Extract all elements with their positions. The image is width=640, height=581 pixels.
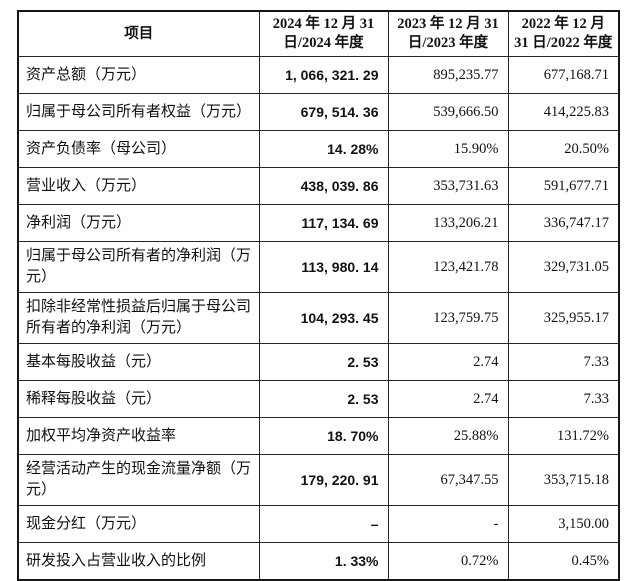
value-2024: 113, 980. 14 [258, 241, 389, 293]
row-label: 归属于母公司所有者权益（万元） [17, 93, 260, 131]
row-label: 资产总额（万元） [17, 56, 260, 94]
value-2022: 414,225.83 [507, 93, 620, 131]
table-header: 项目 2024 年 12 月 31 日/2024 年度 2023 年 12 月 … [17, 10, 620, 57]
value-2024: 1. 33% [258, 542, 389, 581]
row-label: 经营活动产生的现金流量净额（万元） [17, 454, 260, 506]
value-2022: 325,955.17 [507, 292, 620, 344]
value-2024: 18. 70% [258, 417, 389, 455]
col-header-item-label: 项目 [124, 25, 154, 42]
value-2023: 0.72% [387, 542, 509, 581]
table-row: 资产总额（万元） 1, 066, 321. 29 895,235.77 677,… [17, 56, 620, 94]
value-2024: 14. 28% [258, 130, 389, 168]
value-2023: 2.74 [387, 380, 509, 418]
value-2024: 104, 293. 45 [258, 292, 389, 344]
page: { "page": { "background": "#ffffff", "te… [17, 10, 620, 581]
table-row: 基本每股收益（元） 2. 53 2.74 7.33 [17, 343, 620, 381]
value-2022: 20.50% [507, 130, 620, 168]
value-2022: 3,150.00 [507, 505, 620, 543]
value-2022: 0.45% [507, 542, 620, 581]
table-row: 稀释每股收益（元） 2. 53 2.74 7.33 [17, 380, 620, 418]
table-row: 研发投入占营业收入的比例 1. 33% 0.72% 0.45% [17, 542, 620, 581]
value-2024: 117, 134. 69 [258, 204, 389, 242]
row-label: 扣除非经常性损益后归属于母公司所有者的净利润（万元） [17, 292, 260, 344]
table-body: 资产总额（万元） 1, 066, 321. 29 895,235.77 677,… [17, 56, 620, 581]
row-label: 营业收入（万元） [17, 167, 260, 205]
value-2023: 539,666.50 [387, 93, 509, 131]
value-2024: 438, 039. 86 [258, 167, 389, 205]
value-2023: 67,347.55 [387, 454, 509, 506]
row-label: 加权平均净资产收益率 [17, 417, 260, 455]
value-2024: 2. 53 [258, 380, 389, 418]
col-header-2023: 2023 年 12 月 31 日/2023 年度 [387, 10, 509, 57]
row-label: 净利润（万元） [17, 204, 260, 242]
value-2024: 1, 066, 321. 29 [258, 56, 389, 94]
value-2023: 123,421.78 [387, 241, 509, 293]
financial-summary: 项目 2024 年 12 月 31 日/2024 年度 2023 年 12 月 … [17, 10, 620, 581]
value-2023: 353,731.63 [387, 167, 509, 205]
value-2024: 179, 220. 91 [258, 454, 389, 506]
row-label: 现金分红（万元） [17, 505, 260, 543]
table-row: 现金分红（万元） – - 3,150.00 [17, 505, 620, 543]
value-2023: - [387, 505, 509, 543]
value-2023: 2.74 [387, 343, 509, 381]
table-row: 归属于母公司所有者的净利润（万元） 113, 980. 14 123,421.7… [17, 241, 620, 293]
value-2022: 131.72% [507, 417, 620, 455]
table-row: 经营活动产生的现金流量净额（万元） 179, 220. 91 67,347.55… [17, 454, 620, 506]
value-2023: 123,759.75 [387, 292, 509, 344]
value-2024: – [258, 505, 389, 543]
row-label: 基本每股收益（元） [17, 343, 260, 381]
value-2022: 677,168.71 [507, 56, 620, 94]
financial-table: 项目 2024 年 12 月 31 日/2024 年度 2023 年 12 月 … [17, 10, 620, 581]
value-2023: 133,206.21 [387, 204, 509, 242]
value-2022: 353,715.18 [507, 454, 620, 506]
value-2022: 7.33 [507, 343, 620, 381]
table-row: 加权平均净资产收益率 18. 70% 25.88% 131.72% [17, 417, 620, 455]
value-2022: 336,747.17 [507, 204, 620, 242]
table-row: 归属于母公司所有者权益（万元） 679, 514. 36 539,666.50 … [17, 93, 620, 131]
row-label: 归属于母公司所有者的净利润（万元） [17, 241, 260, 293]
col-header-item: 项目 [17, 10, 260, 57]
table-row: 扣除非经常性损益后归属于母公司所有者的净利润（万元） 104, 293. 45 … [17, 292, 620, 344]
header-row: 项目 2024 年 12 月 31 日/2024 年度 2023 年 12 月 … [17, 10, 620, 57]
col-header-2022: 2022 年 12 月 31 日/2022 年度 [507, 10, 620, 57]
value-2022: 591,677.71 [507, 167, 620, 205]
row-label: 稀释每股收益（元） [17, 380, 260, 418]
table-row: 资产负债率（母公司） 14. 28% 15.90% 20.50% [17, 130, 620, 168]
value-2023: 15.90% [387, 130, 509, 168]
value-2022: 329,731.05 [507, 241, 620, 293]
row-label: 研发投入占营业收入的比例 [17, 542, 260, 581]
value-2024: 2. 53 [258, 343, 389, 381]
value-2023: 25.88% [387, 417, 509, 455]
value-2024: 679, 514. 36 [258, 93, 389, 131]
table-row: 净利润（万元） 117, 134. 69 133,206.21 336,747.… [17, 204, 620, 242]
table-row: 营业收入（万元） 438, 039. 86 353,731.63 591,677… [17, 167, 620, 205]
col-header-2024: 2024 年 12 月 31 日/2024 年度 [258, 10, 389, 57]
value-2023: 895,235.77 [387, 56, 509, 94]
row-label: 资产负债率（母公司） [17, 130, 260, 168]
value-2022: 7.33 [507, 380, 620, 418]
